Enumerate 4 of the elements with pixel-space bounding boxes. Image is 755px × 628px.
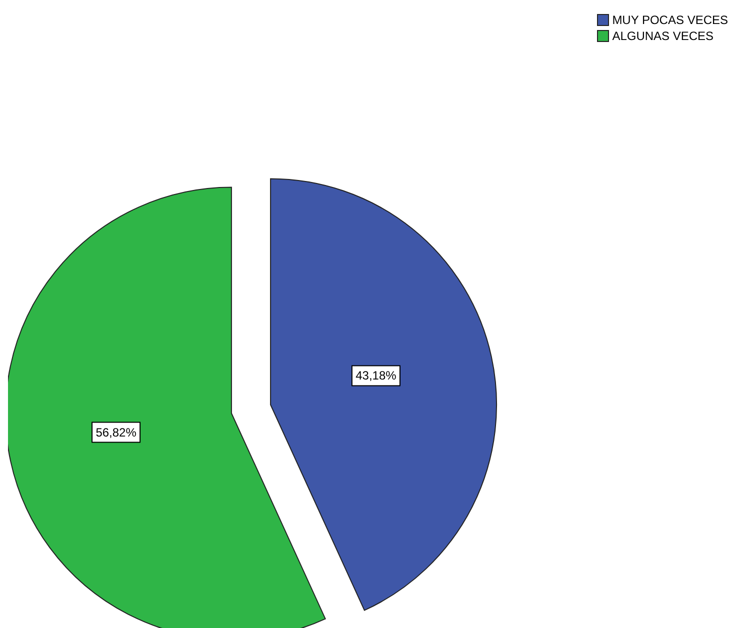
legend-label: ALGUNAS VECES <box>612 28 714 44</box>
data-label: 43,18% <box>356 368 397 383</box>
legend-label: MUY POCAS VECES <box>612 12 728 28</box>
data-label: 56,82% <box>96 425 137 440</box>
